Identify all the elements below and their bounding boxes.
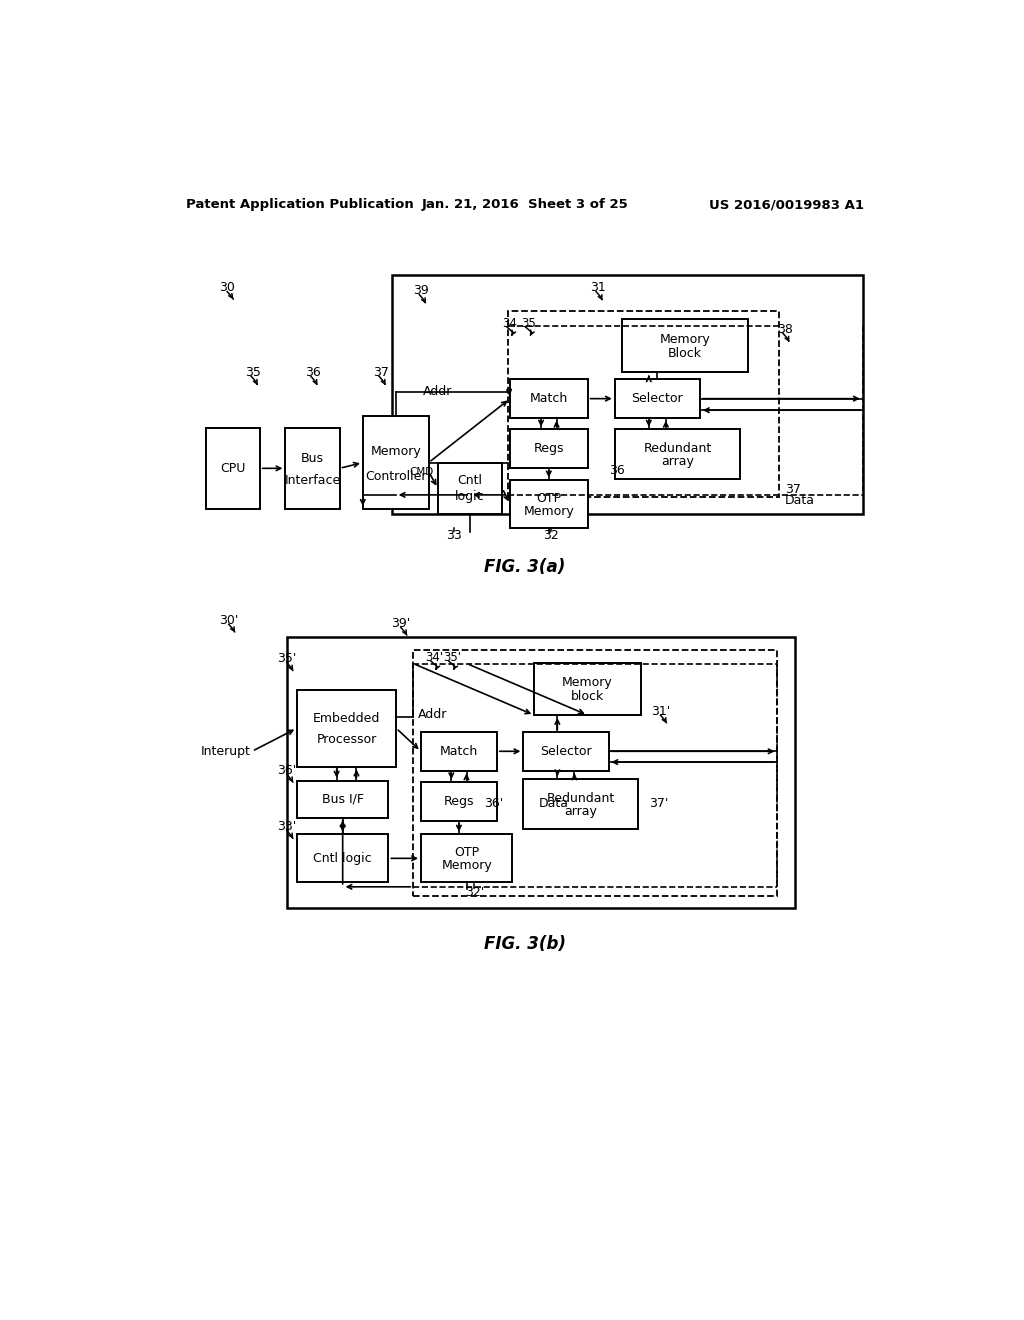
Text: Processor: Processor <box>316 733 377 746</box>
Bar <box>421 733 497 771</box>
Text: OTP: OTP <box>454 846 479 859</box>
Text: Bus: Bus <box>301 453 324 465</box>
Text: Patent Application Publication: Patent Application Publication <box>186 198 414 211</box>
Text: Selector: Selector <box>540 744 592 758</box>
Bar <box>297 689 396 767</box>
Text: array: array <box>564 805 597 818</box>
Bar <box>421 834 512 882</box>
Text: Addr: Addr <box>418 708 447 721</box>
Text: 36: 36 <box>305 366 321 379</box>
Bar <box>438 462 503 515</box>
Text: 34: 34 <box>503 317 517 330</box>
Bar <box>523 733 608 771</box>
Text: Memory: Memory <box>562 676 613 689</box>
Bar <box>297 834 388 882</box>
Text: FIG. 3(b): FIG. 3(b) <box>483 935 566 953</box>
Text: Memory: Memory <box>523 504 574 517</box>
Text: 35': 35' <box>278 652 297 665</box>
Text: 37': 37' <box>649 797 669 810</box>
Text: Addr: Addr <box>423 385 452 399</box>
Text: 37: 37 <box>785 483 801 496</box>
Bar <box>297 780 388 817</box>
Bar <box>535 663 641 715</box>
Text: Memory: Memory <box>371 445 421 458</box>
Text: 36': 36' <box>484 797 504 810</box>
Text: Data: Data <box>785 494 815 507</box>
Text: 32: 32 <box>544 529 559 543</box>
Bar <box>510 480 588 528</box>
Bar <box>391 276 862 515</box>
Text: 30': 30' <box>219 614 239 627</box>
Text: 36: 36 <box>609 463 625 477</box>
Bar <box>614 429 740 479</box>
Text: Memory: Memory <box>441 859 493 873</box>
Text: 35: 35 <box>521 317 536 330</box>
Text: Memory: Memory <box>659 333 711 346</box>
Text: 33': 33' <box>278 820 297 833</box>
Text: array: array <box>662 455 694 469</box>
Text: 35: 35 <box>245 366 261 379</box>
Text: Match: Match <box>439 744 478 758</box>
Text: Interface: Interface <box>285 474 341 487</box>
Bar <box>510 429 588 469</box>
Text: Selector: Selector <box>632 392 683 405</box>
Bar <box>206 428 260 508</box>
Bar <box>508 312 779 498</box>
Text: Cntl: Cntl <box>458 474 482 487</box>
Text: Redundant: Redundant <box>547 792 614 804</box>
Text: 32': 32' <box>465 887 484 899</box>
Text: Jan. 21, 2016  Sheet 3 of 25: Jan. 21, 2016 Sheet 3 of 25 <box>422 198 628 211</box>
Text: OTP: OTP <box>537 492 561 506</box>
Text: 36': 36' <box>278 764 297 777</box>
Text: Redundant: Redundant <box>643 442 712 455</box>
Text: block: block <box>571 690 604 704</box>
Text: 38: 38 <box>776 323 793 335</box>
Text: Interupt: Interupt <box>201 744 251 758</box>
Bar <box>523 779 638 829</box>
Bar <box>362 416 429 508</box>
Text: Block: Block <box>669 347 702 360</box>
Text: 31: 31 <box>590 281 605 294</box>
Text: CMD: CMD <box>410 467 434 477</box>
Text: Cntl logic: Cntl logic <box>313 851 372 865</box>
Bar <box>414 649 777 896</box>
Bar <box>287 638 795 908</box>
Text: US 2016/0019983 A1: US 2016/0019983 A1 <box>710 198 864 211</box>
Bar <box>421 781 497 821</box>
Text: 37: 37 <box>373 366 389 379</box>
Text: Bus I/F: Bus I/F <box>322 792 364 805</box>
Text: 35': 35' <box>443 651 461 664</box>
Text: 34': 34' <box>425 651 443 664</box>
Text: logic: logic <box>456 490 485 503</box>
Text: Controller: Controller <box>365 470 427 483</box>
Text: Regs: Regs <box>443 795 474 808</box>
Bar <box>286 428 340 508</box>
Text: Data: Data <box>539 797 568 810</box>
Text: 39: 39 <box>414 284 429 297</box>
Text: Regs: Regs <box>534 442 564 455</box>
Bar <box>614 379 700 418</box>
Text: Match: Match <box>529 392 568 405</box>
Text: 30: 30 <box>219 281 236 294</box>
Text: 31': 31' <box>651 705 671 718</box>
Text: Embedded: Embedded <box>313 713 380 726</box>
Text: FIG. 3(a): FIG. 3(a) <box>484 557 565 576</box>
Text: 33: 33 <box>445 529 462 543</box>
Text: CPU: CPU <box>220 462 246 475</box>
Bar <box>623 318 748 372</box>
Bar <box>510 379 588 418</box>
Text: 39': 39' <box>391 616 411 630</box>
